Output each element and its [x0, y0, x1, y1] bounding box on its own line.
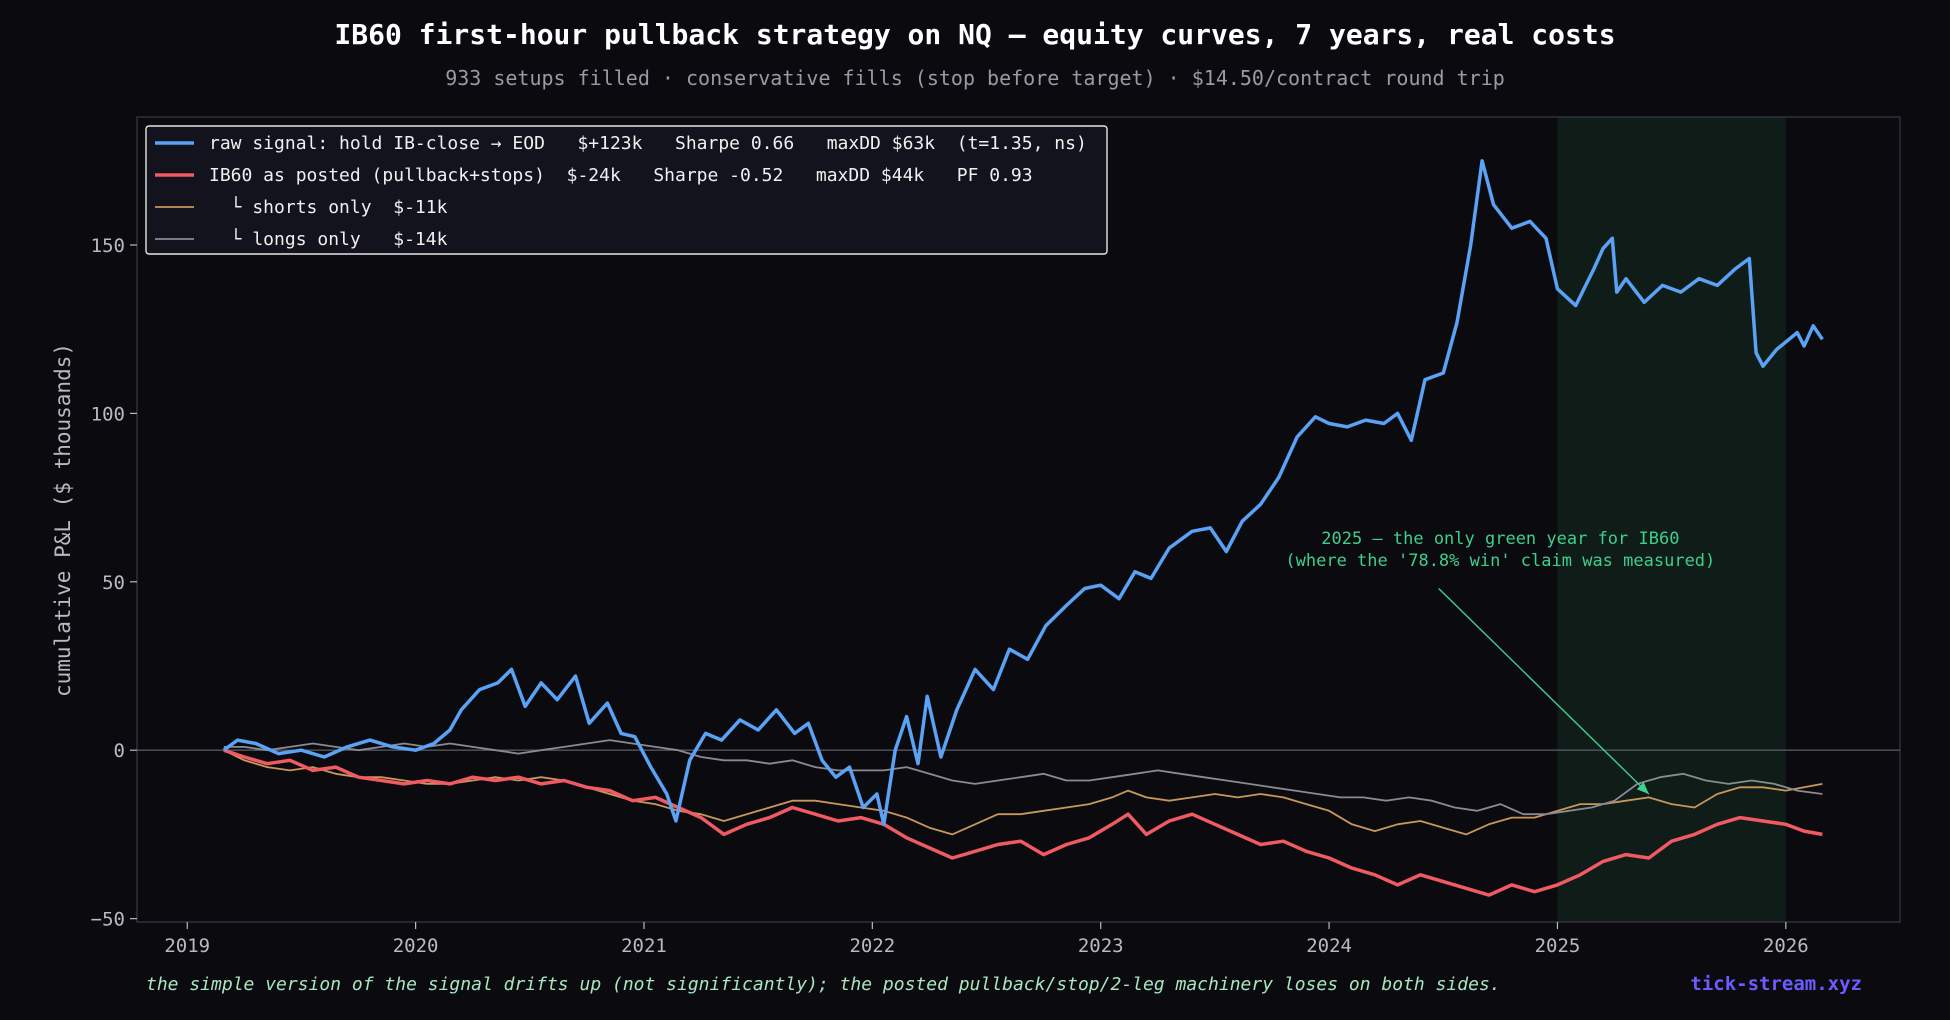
series-line-0 — [222, 159, 1824, 827]
legend-label-3: └ longs only $-14k — [209, 228, 448, 250]
y-axis-ticks: −50 0 50 100 150 — [91, 235, 137, 931]
y-tick-label: −50 — [91, 909, 125, 931]
x-tick-label: 2026 — [1763, 935, 1809, 957]
y-tick-label: 50 — [102, 572, 125, 594]
series-lines — [222, 159, 1824, 897]
annotation: 2025 — the only green year for IB60 (whe… — [1285, 529, 1715, 795]
footnote: the simple version of the signal drifts … — [146, 974, 1501, 995]
legend-label-0: raw signal: hold IB-close → EOD $+123k S… — [209, 133, 1087, 154]
annotation-arrowhead — [1636, 782, 1649, 795]
x-tick-label: 2022 — [849, 935, 895, 957]
legend-label-1: IB60 as posted (pullback+stops) $-24k Sh… — [209, 165, 1033, 186]
annotation-text-line1: 2025 — the only green year for IB60 — [1321, 529, 1679, 549]
chart-title: IB60 first-hour pullback strategy on NQ … — [334, 18, 1616, 51]
y-tick-label: 100 — [91, 403, 125, 425]
series-line-2 — [223, 749, 1823, 836]
legend: raw signal: hold IB-close → EOD $+123k S… — [145, 125, 1108, 255]
x-tick-label: 2024 — [1306, 935, 1352, 957]
x-tick-label: 2020 — [393, 935, 439, 957]
plot-frame — [136, 116, 1901, 923]
series-line-1 — [223, 748, 1823, 897]
y-tick-label: 0 — [114, 740, 125, 762]
legend-box — [145, 125, 1108, 255]
legend-label-2: └ shorts only $-11k — [209, 196, 448, 218]
y-tick-label: 150 — [91, 235, 125, 257]
x-tick-label: 2025 — [1535, 935, 1581, 957]
annotation-arrow — [1438, 588, 1650, 795]
x-tick-label: 2023 — [1078, 935, 1124, 957]
x-tick-label: 2019 — [164, 935, 210, 957]
annotation-text-line2: (where the '78.8% win' claim was measure… — [1285, 551, 1715, 571]
brand-link[interactable]: tick-stream.xyz — [1690, 973, 1862, 995]
chart-subtitle: 933 setups filled · conservative fills (… — [445, 66, 1505, 90]
x-axis-ticks: 2019 2020 2021 2022 2023 2024 2025 2026 — [164, 922, 1809, 957]
y-axis-label: cumulative P&L ($ thousands) — [51, 343, 75, 697]
highlight-2025 — [1557, 117, 1786, 922]
x-tick-label: 2021 — [621, 935, 667, 957]
series-line-3 — [223, 739, 1823, 816]
